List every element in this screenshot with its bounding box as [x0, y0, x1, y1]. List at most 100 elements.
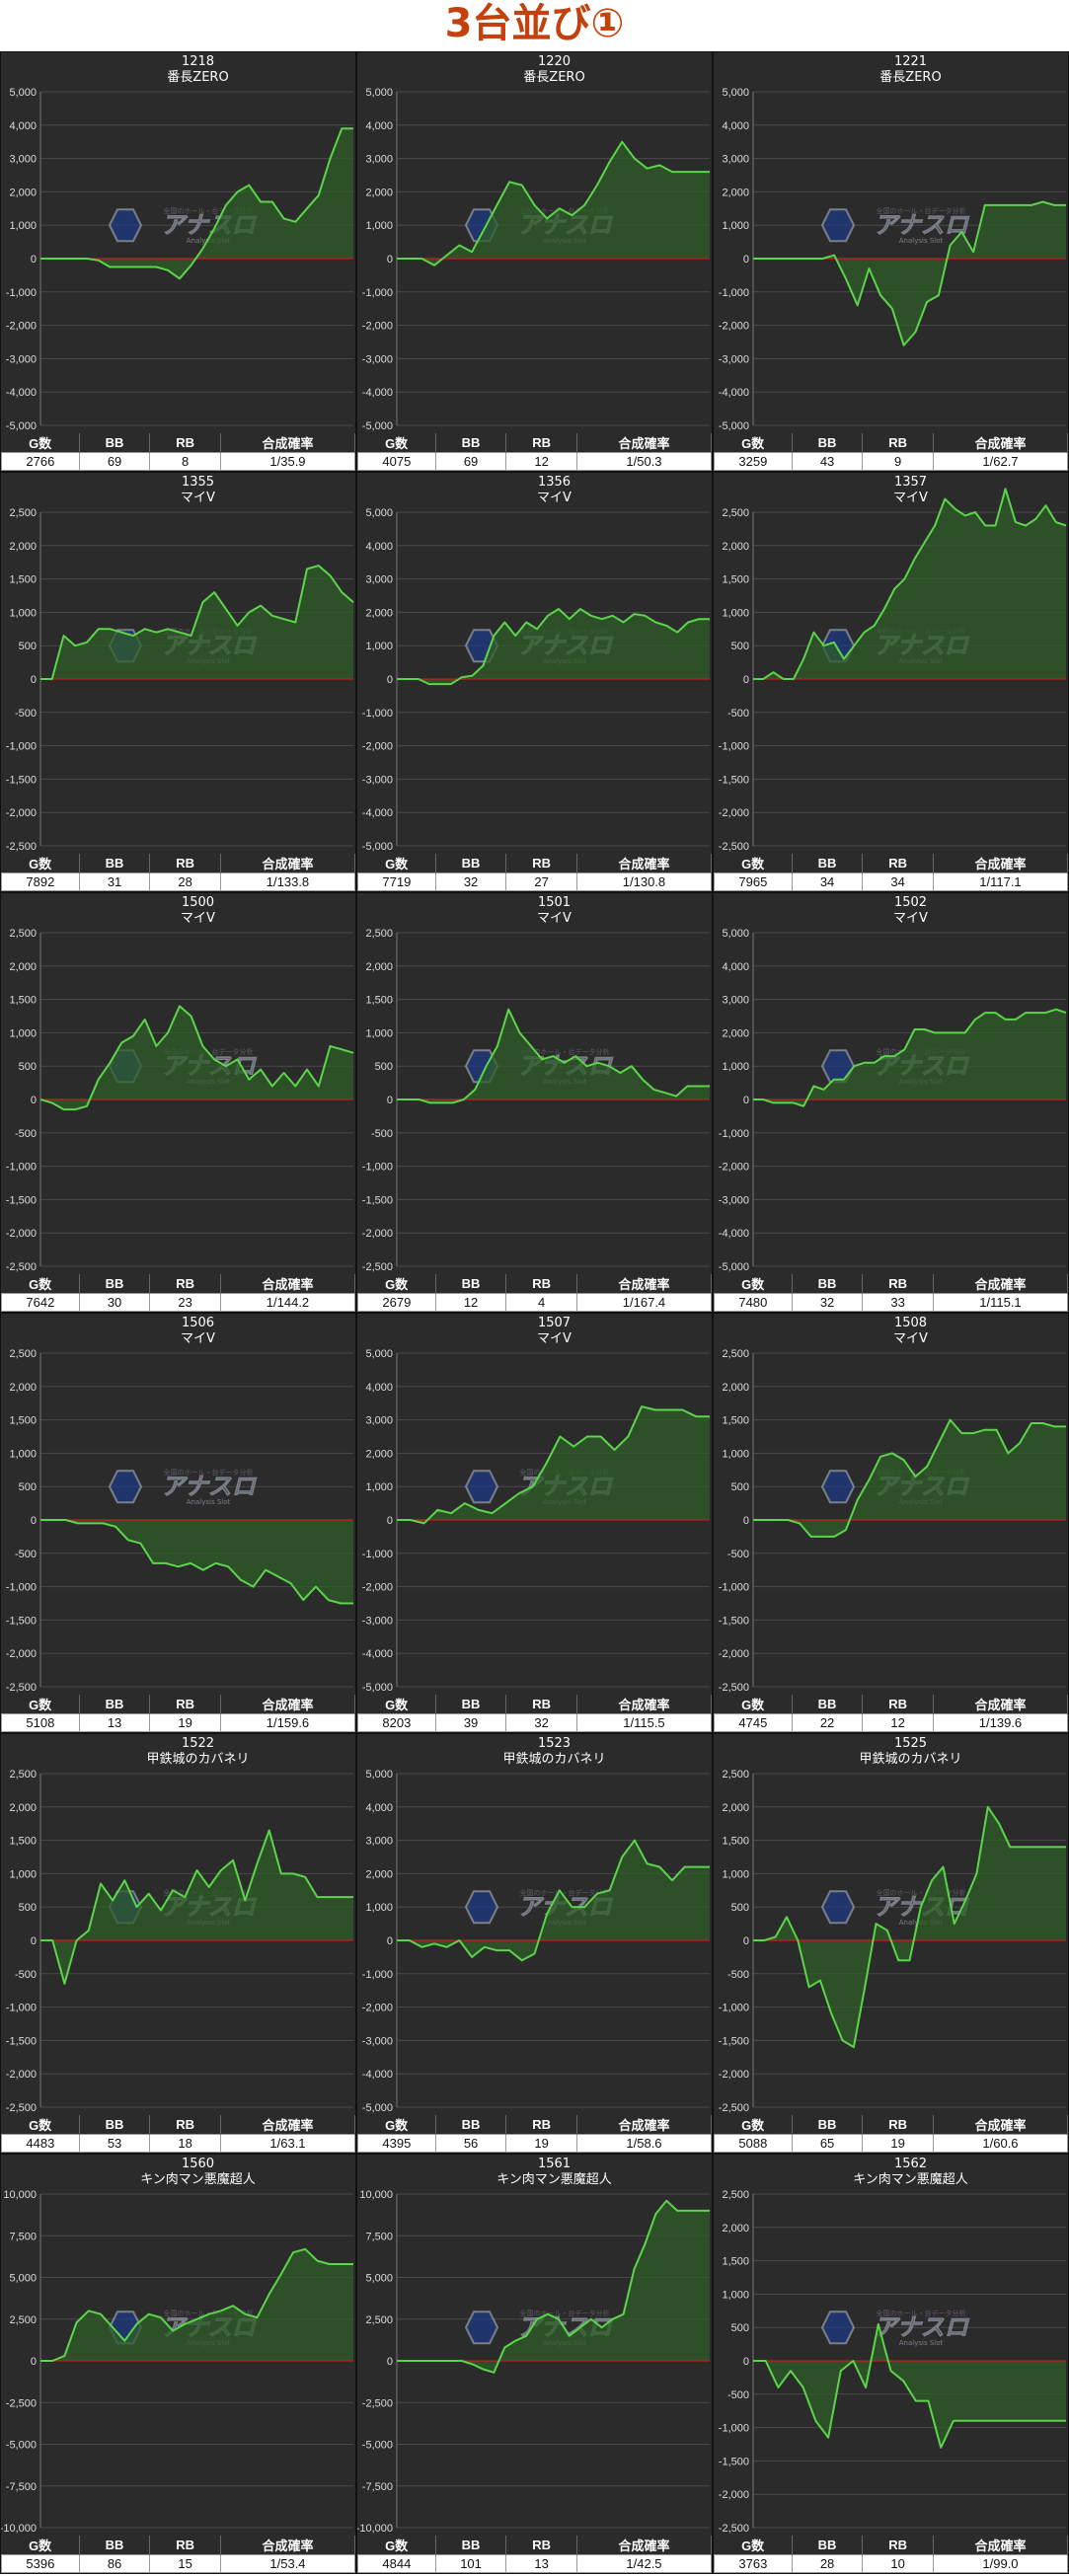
hexagon-logo-icon — [820, 1470, 856, 1504]
chart-title: 1501 マイV — [397, 895, 712, 927]
y-tick-label: 5,000 — [9, 2273, 37, 2285]
y-tick-label: 2,000 — [365, 187, 393, 198]
stats-value-cell: 1/58.6 — [575, 2134, 713, 2153]
y-tick-label: -10,000 — [357, 2523, 393, 2534]
y-tick-label: -2,000 — [719, 321, 749, 333]
y-tick-label: -2,500 — [6, 2397, 37, 2409]
stats-value-cell: 33 — [862, 1293, 934, 1312]
y-tick-label: -4,000 — [719, 1228, 749, 1240]
machine-name: マイV — [181, 1331, 215, 1346]
hexagon-logo-icon — [108, 208, 143, 243]
y-tick-label: 1,000 — [365, 1027, 393, 1039]
line-chart: -5,000 -4,000 -3,000 -2,000 -1,000 0 1,000 2,00… — [719, 928, 1067, 1272]
stats-value-cell: 3259 — [714, 452, 793, 471]
y-tick-label: -5,000 — [362, 2440, 393, 2452]
machine-name: 番長ZERO — [523, 70, 585, 85]
y-tick-label: -500 — [727, 1969, 749, 1981]
y-tick-label: 0 — [743, 1935, 749, 1947]
machine-name: 甲鉄城のカバネリ — [502, 1752, 606, 1767]
y-tick-label: 1,000 — [722, 1448, 749, 1460]
y-tick-label: -3,000 — [6, 353, 37, 365]
series-line — [753, 2322, 1066, 2449]
stats-header-cell: 合成確率 — [933, 1695, 1069, 1714]
stats-value-cell: 22 — [791, 1713, 864, 1732]
stats-header-cell: G数 — [714, 433, 793, 453]
stats-value-cell: 69 — [78, 452, 151, 471]
y-tick-label: -1,000 — [6, 287, 37, 299]
stats-header-cell: 合成確率 — [576, 433, 713, 453]
y-tick-label: 0 — [743, 254, 749, 265]
y-tick-label: 2,500 — [9, 2314, 37, 2326]
slot-chart-panel: -5,000 -4,000 -3,000 -2,000 -1,000 0 1,000 2,00… — [356, 51, 713, 472]
stats-header-cell: 合成確率 — [933, 2115, 1069, 2135]
y-tick-label: 1,500 — [9, 1836, 37, 1848]
y-tick-label: 2,000 — [365, 961, 393, 973]
y-tick-label: -2,000 — [362, 2003, 393, 2014]
machine-number: 1502 — [893, 895, 928, 910]
machine-number: 1525 — [893, 1736, 928, 1751]
series-line — [753, 1008, 1067, 1107]
stats-value-cell: 56 — [434, 2134, 507, 2153]
stats-value-cell: 4745 — [714, 1713, 793, 1732]
y-tick-label: 1,000 — [9, 1027, 37, 1039]
y-tick-label: -2,000 — [6, 1648, 37, 1660]
line-chart: -5,000 -4,000 -3,000 -2,000 -1,000 0 1,000 2,00… — [362, 1769, 710, 2113]
y-tick-label: 1,000 — [722, 220, 749, 232]
machine-number: 1561 — [537, 2157, 572, 2171]
y-tick-label: 500 — [19, 1061, 37, 1073]
chart-title: 1218 番長ZERO — [40, 54, 355, 86]
series-line — [397, 1405, 710, 1525]
y-tick-label: -5,000 — [719, 420, 749, 431]
stats-table: G数 BB RB 合成確率 3259 43 9 1/62.7 — [714, 433, 1069, 471]
chart-title: 1221 番長ZERO — [753, 54, 1068, 86]
stats-value-cell: 1/130.8 — [575, 872, 713, 891]
svg-text:全国のホール・台データ分析: 全国のホール・台データ分析 — [520, 2309, 610, 2317]
y-tick-label: 3,000 — [365, 1415, 393, 1427]
stats-header-cell: BB — [79, 1695, 151, 1714]
stats-value-cell: 2766 — [1, 452, 80, 471]
stats-value-cell: 7480 — [714, 1293, 793, 1312]
stats-header-cell: RB — [505, 2536, 577, 2555]
y-tick-label: -1,500 — [6, 1194, 37, 1206]
stats-header-cell: G数 — [357, 1695, 436, 1714]
series-line — [39, 1005, 354, 1111]
stats-header-cell: RB — [149, 433, 221, 453]
stats-value-cell: 23 — [149, 1293, 221, 1312]
slot-chart-panel: -2,500 -2,000 -1,500 -1,000 -500 0 500 1,000 1,5… — [0, 1733, 356, 2154]
series-area — [40, 566, 353, 679]
stats-value-cell: 12 — [862, 1713, 934, 1732]
stats-header-cell: BB — [79, 2115, 151, 2135]
series-line — [40, 565, 354, 680]
machine-name: マイV — [181, 911, 215, 926]
stats-value-cell: 43 — [791, 452, 864, 471]
y-tick-label: -1,500 — [362, 1194, 393, 1206]
y-tick-label: 500 — [731, 1902, 749, 1914]
series-line — [753, 1805, 1066, 2049]
y-tick-label: -1,000 — [362, 287, 393, 299]
stats-value-cell: 34 — [791, 872, 864, 891]
stats-header-cell: BB — [435, 2115, 507, 2135]
y-tick-label: 7,500 — [365, 2231, 393, 2242]
y-tick-label: -1,000 — [719, 2003, 749, 2014]
stats-value-cell: 19 — [149, 1713, 221, 1732]
stats-value-cell: 1/60.6 — [932, 2134, 1069, 2153]
y-tick-label: -5,000 — [362, 2102, 393, 2113]
stats-value-cell: 18 — [149, 2134, 221, 2153]
chart-title: 1356 マイV — [397, 475, 712, 506]
y-tick-label: -4,000 — [362, 2069, 393, 2081]
stats-header-cell: G数 — [1, 854, 80, 873]
machine-name: 番長ZERO — [879, 70, 942, 85]
series-line — [40, 1829, 353, 1985]
stats-header-cell: RB — [862, 433, 934, 453]
y-tick-label: -500 — [727, 2389, 749, 2401]
y-tick-label: 1,000 — [365, 1902, 393, 1914]
y-tick-label: -1,500 — [719, 2035, 749, 2047]
series-area — [40, 128, 353, 279]
machine-number: 1500 — [181, 895, 215, 910]
y-tick-label: 2,000 — [9, 1802, 37, 1814]
stats-header-cell: G数 — [1, 2536, 80, 2555]
y-tick-label: 5,000 — [9, 87, 37, 99]
stats-value-cell: 28 — [149, 872, 221, 891]
y-tick-label: -500 — [15, 1969, 37, 1981]
